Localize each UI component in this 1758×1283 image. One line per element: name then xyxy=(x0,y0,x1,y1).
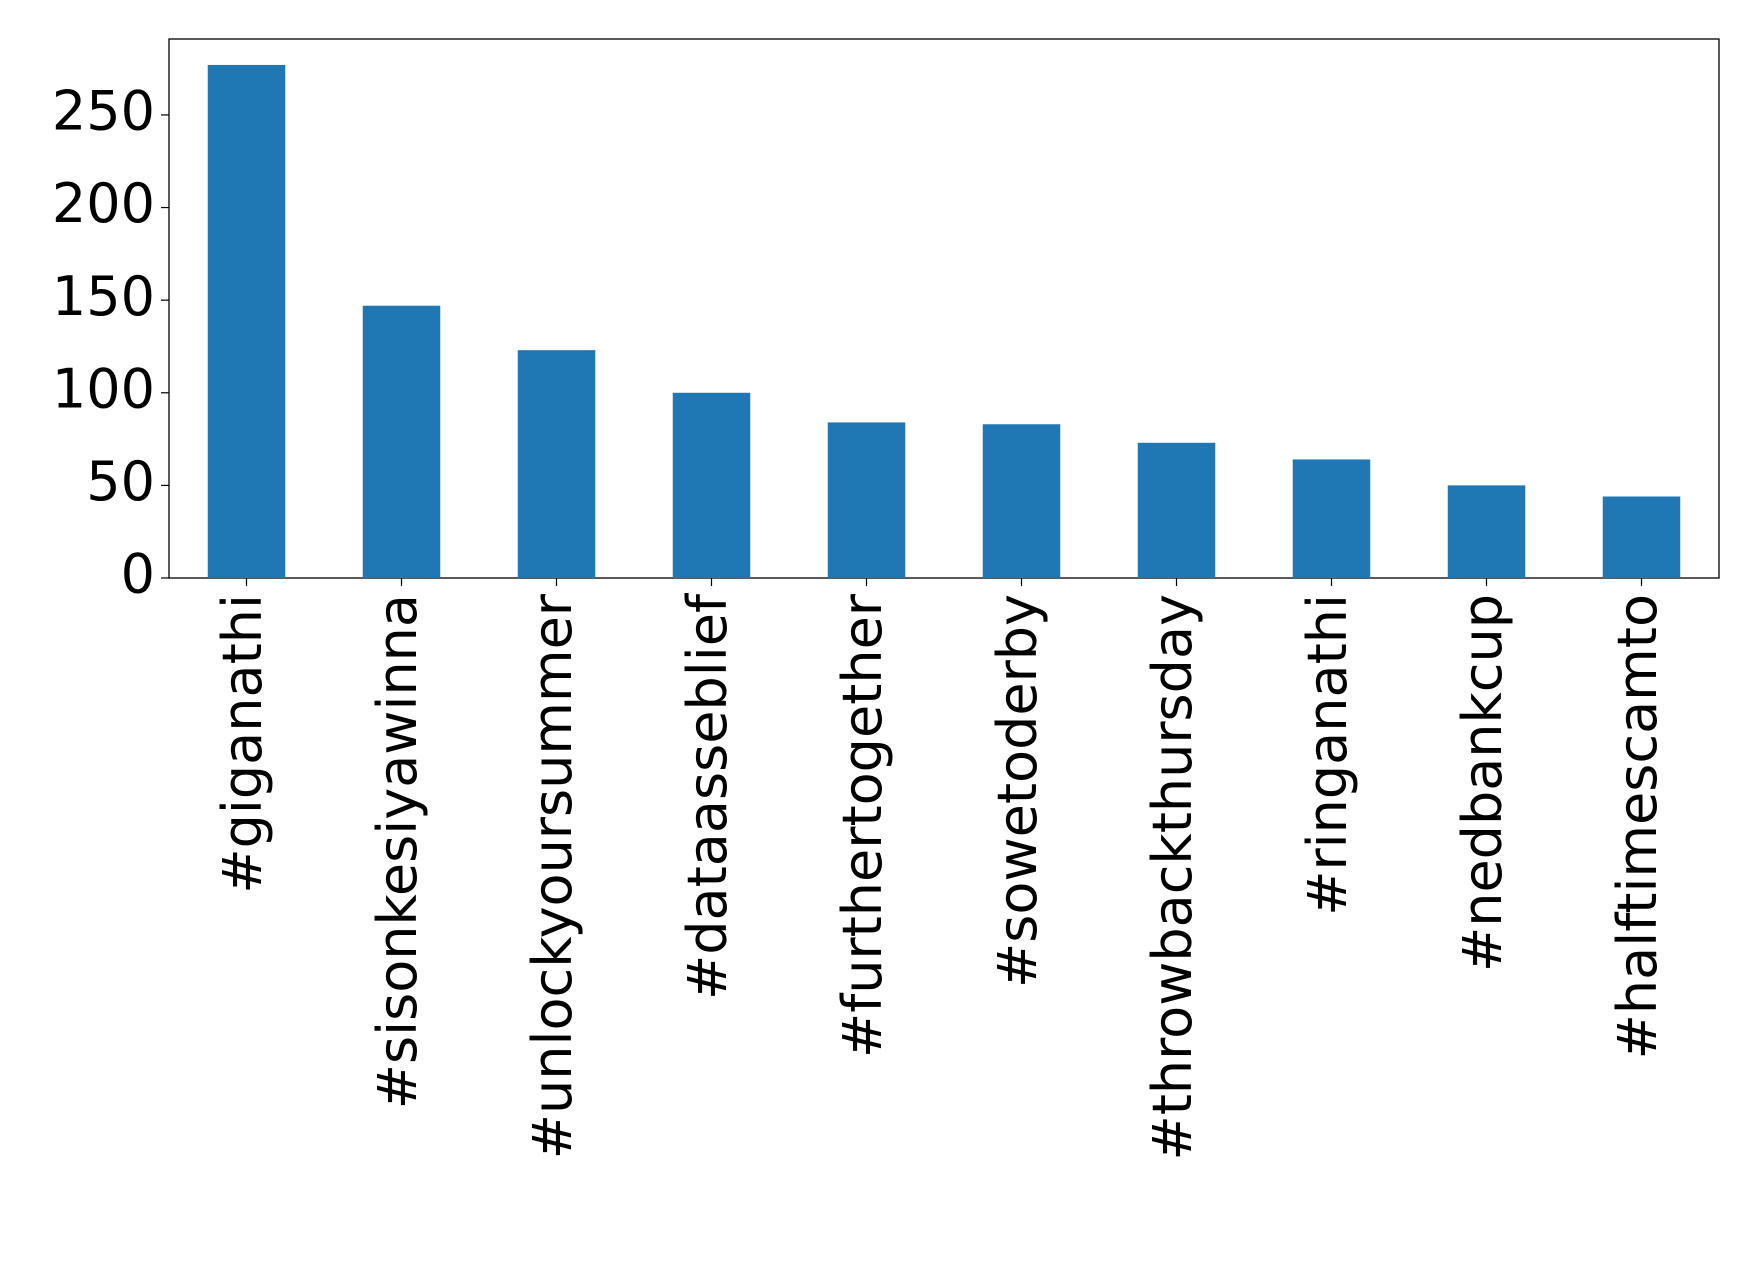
bar xyxy=(672,392,751,578)
y-tick-label: 250 xyxy=(52,80,155,143)
bar xyxy=(517,350,596,578)
bar xyxy=(1292,459,1371,578)
bar xyxy=(207,64,286,578)
x-tick-label: #sowetoderby xyxy=(986,594,1049,988)
x-tick-label: #halftimescamto xyxy=(1606,594,1669,1059)
bar xyxy=(982,424,1061,578)
y-tick-label: 0 xyxy=(121,543,155,606)
y-tick-label: 100 xyxy=(52,357,155,420)
x-tick-label: #furthertogether xyxy=(831,593,894,1058)
bar xyxy=(362,305,441,578)
bar xyxy=(1137,442,1216,578)
x-tick-label: #ringanathi xyxy=(1296,594,1359,916)
y-tick-label: 200 xyxy=(52,172,155,235)
x-tick-label: #giganathi xyxy=(211,594,274,894)
bar xyxy=(1602,496,1681,578)
bar xyxy=(827,422,906,578)
y-tick-label: 50 xyxy=(86,450,155,513)
y-tick-label: 150 xyxy=(52,265,155,328)
x-tick-label: #dataasseblief xyxy=(676,592,739,1000)
x-tick-label: #throwbackthursday xyxy=(1141,594,1204,1160)
x-tick-label: #nedbankcup xyxy=(1451,594,1514,972)
bar xyxy=(1447,485,1526,578)
plot-frame xyxy=(168,38,1720,579)
x-tick-label: #sisonkesiyawinna xyxy=(366,594,429,1109)
x-tick-label: #unlockyoursummer xyxy=(521,593,584,1159)
